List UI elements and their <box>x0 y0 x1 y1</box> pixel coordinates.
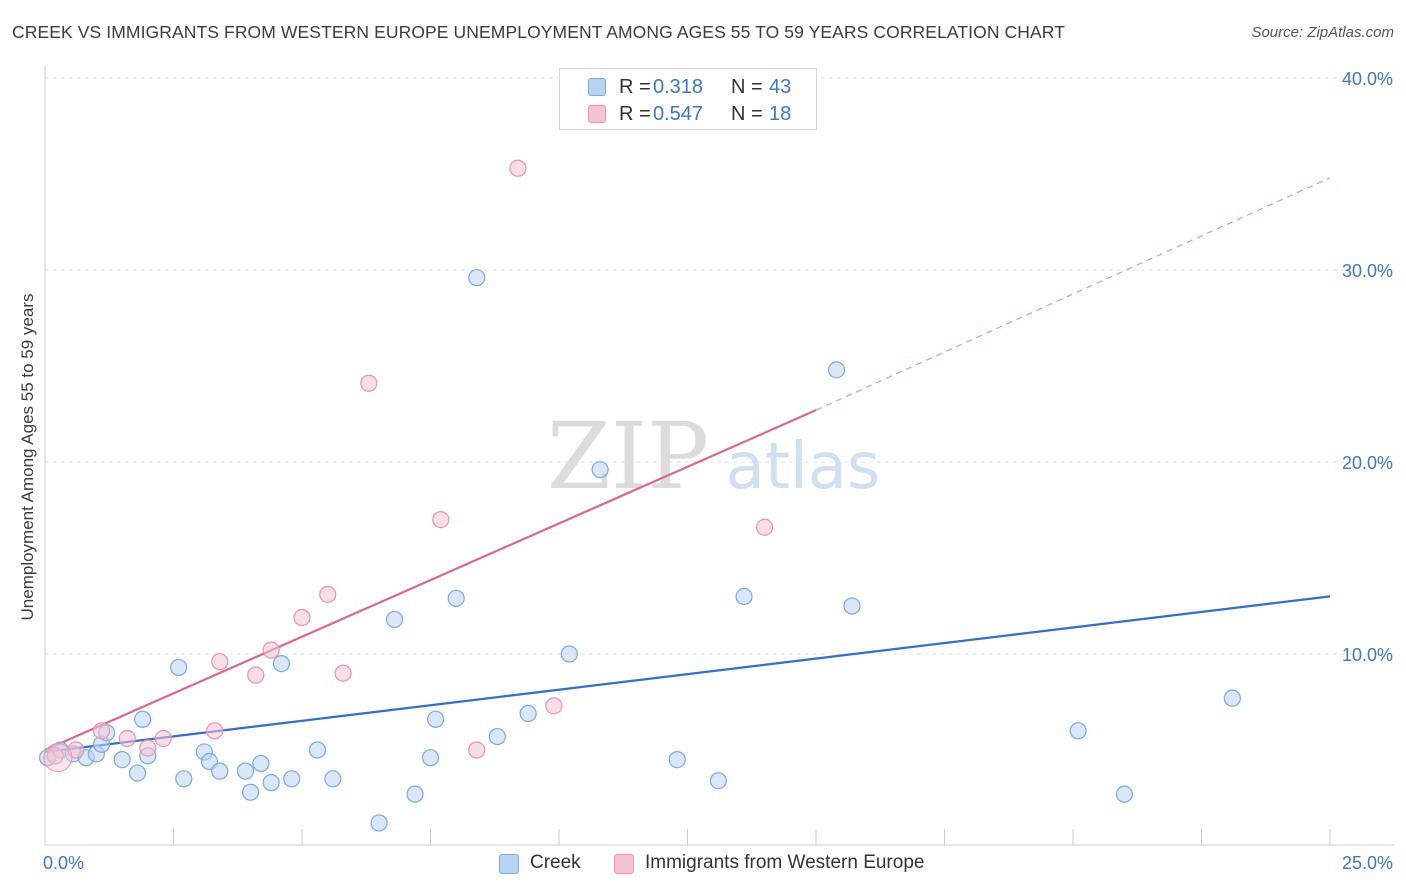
creek-trendline <box>44 595 1331 754</box>
legend-n-label: N = <box>731 76 763 98</box>
creek-point <box>113 750 131 769</box>
creek-point <box>668 750 686 769</box>
creek-point <box>421 749 440 767</box>
creek-point <box>519 704 537 723</box>
immigrants-point <box>509 159 527 177</box>
legend-swatch-blue <box>588 78 606 96</box>
creek-point <box>324 770 342 788</box>
creek-point <box>262 774 280 792</box>
legend-n-value: 43 <box>769 76 792 98</box>
source-credit: Source: ZipAtlas.com <box>1251 24 1394 41</box>
creek-point <box>272 654 291 673</box>
series-swatch-blue <box>499 854 519 874</box>
creek-point <box>468 269 486 287</box>
creek-point <box>385 610 404 629</box>
creek-point <box>560 645 578 663</box>
legend-swatch-pink <box>588 105 606 123</box>
creek-point <box>283 770 301 788</box>
immigrants-point <box>432 510 450 529</box>
immigrants-point <box>118 729 136 748</box>
y-tick-label: 20.0% <box>1342 453 1393 473</box>
immigrants-point <box>211 653 229 671</box>
immigrants-point <box>755 518 774 536</box>
creek-point <box>427 710 445 728</box>
immigrants-point <box>206 722 224 740</box>
correlation-legend: R = 0.318 N = 43 R = 0.547 N = 18 <box>559 68 817 130</box>
creek-point <box>370 814 388 832</box>
data-points <box>38 159 1241 832</box>
creek-point <box>128 764 147 782</box>
creek-point <box>827 361 846 379</box>
immigrants-point <box>139 739 157 757</box>
creek-point <box>709 772 727 790</box>
creek-point <box>406 785 424 803</box>
creek-point <box>170 658 188 677</box>
x-tick-label: 25.0% <box>1342 853 1393 873</box>
chart-title: CREEK VS IMMIGRANTS FROM WESTERN EUROPE … <box>12 22 1065 42</box>
watermark-atlas: atlas <box>726 430 881 504</box>
immigrants-point <box>360 374 378 392</box>
creek-point <box>843 597 861 615</box>
immigrants-point <box>154 729 172 748</box>
creek-point <box>242 783 260 801</box>
creek-point <box>1069 722 1087 740</box>
series-legend: Creek Immigrants from Western Europe <box>0 852 1406 878</box>
creek-point <box>211 762 229 780</box>
legend-row-immigrants: R = 0.547 N = 18 <box>560 101 816 128</box>
y-tick-label: 10.0% <box>1342 645 1393 665</box>
legend-n-value: 18 <box>769 103 792 125</box>
creek-point <box>591 461 609 479</box>
creek-point <box>252 754 270 773</box>
y-tick-label: 40.0% <box>1342 69 1393 89</box>
watermark: ZIP atlas <box>547 403 880 510</box>
legend-r-label: R = <box>619 76 651 98</box>
creek-point <box>1115 785 1134 803</box>
immigrants-point <box>262 641 280 659</box>
tick-labels: 10.0% 20.0% 30.0% 40.0% 0.0% 25.0% <box>43 69 1393 873</box>
creek-point <box>1223 689 1241 707</box>
creek-point <box>134 710 152 728</box>
legend-r-value: 0.547 <box>653 103 704 125</box>
creek-point <box>488 727 506 746</box>
creek-point <box>308 741 327 759</box>
immigrants-point <box>334 664 352 682</box>
immigrants-point <box>545 697 563 715</box>
axes <box>44 66 1394 846</box>
legend-r-value: 0.318 <box>653 76 704 98</box>
creek-point <box>175 770 193 788</box>
series-legend-label: Creek <box>530 852 581 873</box>
trendlines <box>44 177 1331 754</box>
creek-point <box>735 587 753 606</box>
gridlines <box>45 77 1394 655</box>
series-swatch-pink <box>614 854 634 874</box>
immigrants-point <box>46 747 64 765</box>
creek-point <box>447 589 465 607</box>
legend-n-label: N = <box>731 103 763 125</box>
immigrants-point <box>92 722 111 740</box>
immigrants-point <box>247 666 265 684</box>
legend-r-label: R = <box>619 103 651 125</box>
x-tick-label: 0.0% <box>43 853 84 873</box>
immigrants-point <box>468 741 486 759</box>
immigrants-trendline-extension <box>815 177 1331 411</box>
immigrants-trendline <box>44 409 817 752</box>
y-tick-label: 30.0% <box>1342 261 1393 281</box>
immigrants-point <box>319 585 337 604</box>
immigrants-point <box>293 608 311 627</box>
legend-row-creek: R = 0.318 N = 43 <box>560 74 816 101</box>
creek-point <box>236 762 255 780</box>
immigrants-point-cluster <box>43 743 73 773</box>
series-legend-label: Immigrants from Western Europe <box>645 852 925 873</box>
